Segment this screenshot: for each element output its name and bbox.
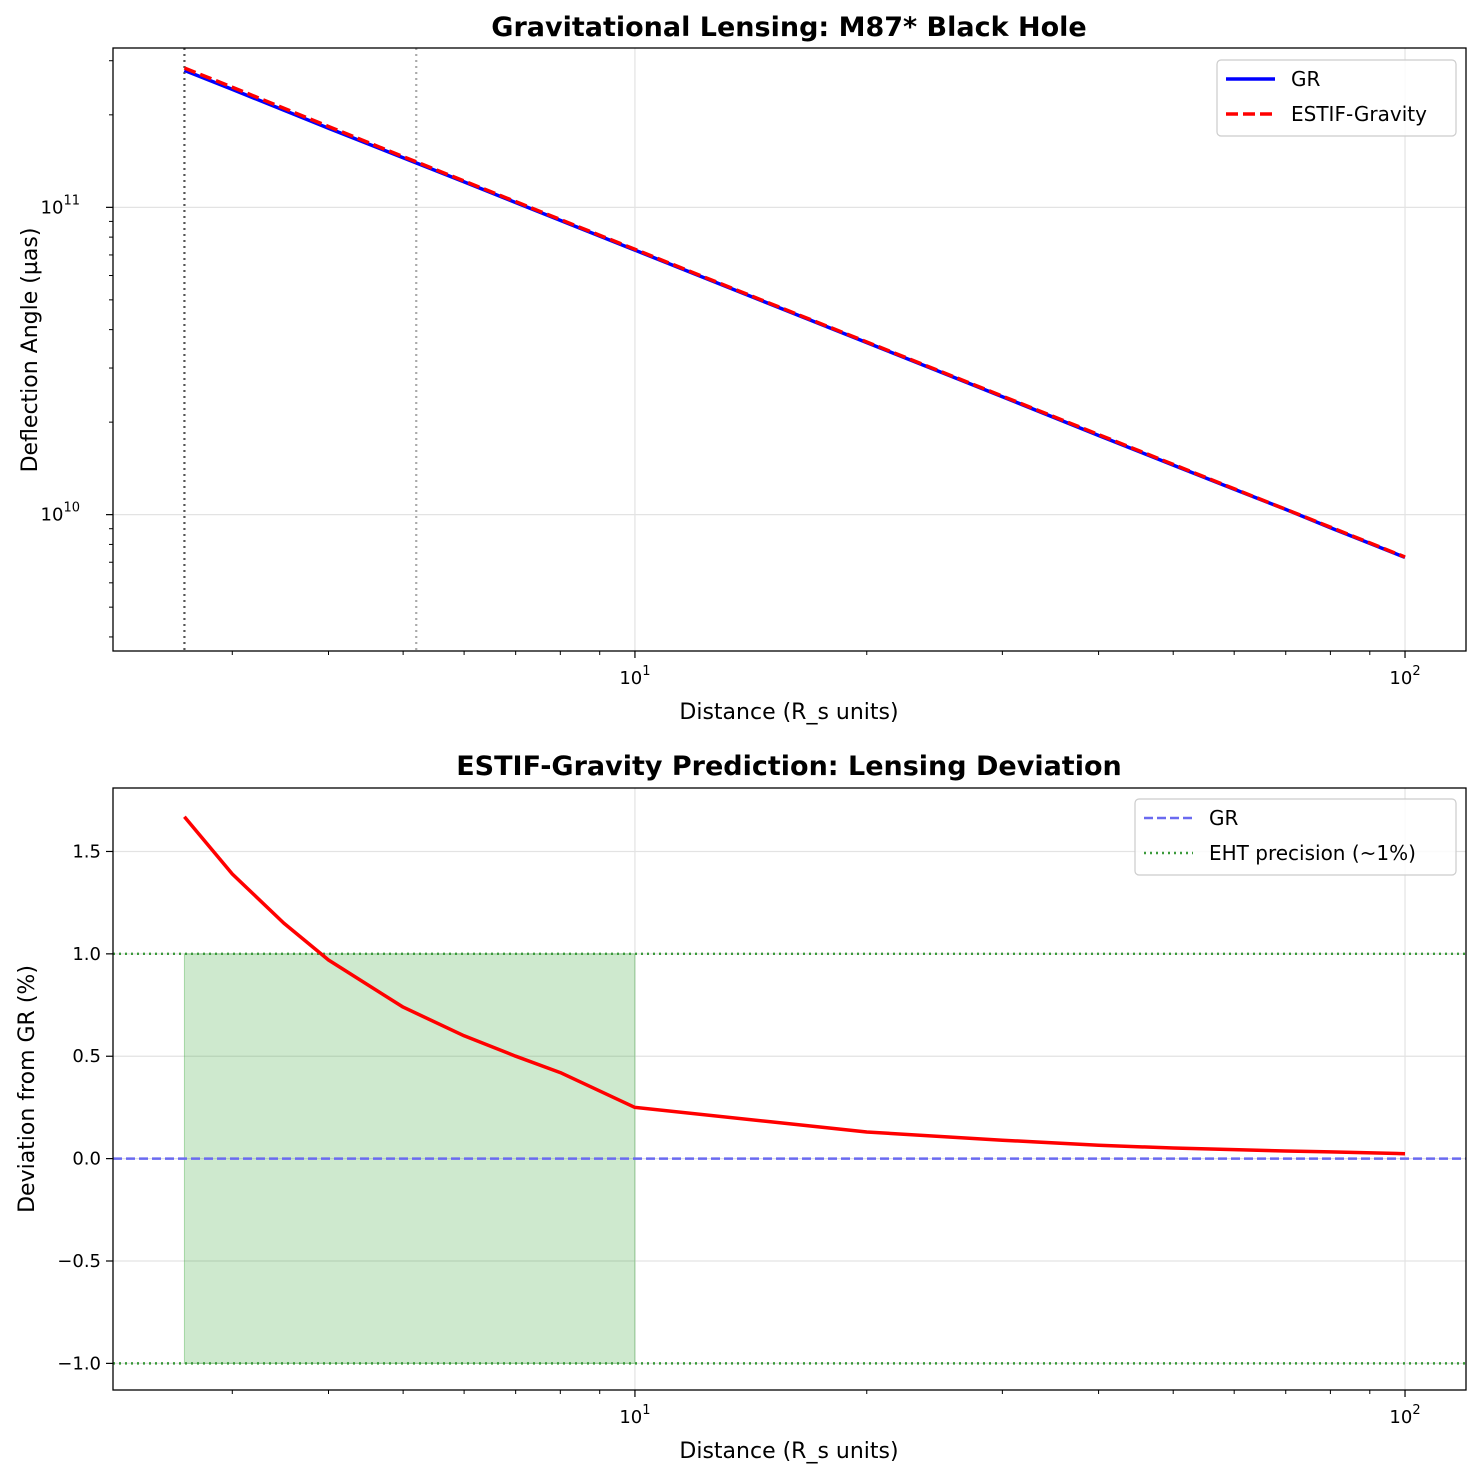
shaded-region [183,953,636,1364]
deviation-panel: ESTIF-Gravity Prediction: Lensing Deviat… [15,751,1467,1464]
legend-label-gr: GR [1291,67,1320,91]
x-axis-label: Distance (R_s units) [679,700,898,725]
x-tick-label: 101 [619,1403,650,1428]
y-axis-ticks: 1.5 1.0 0.5 0.0 −0.5 −1.0 [57,841,113,1374]
y-tick-label: −0.5 [57,1251,101,1272]
y-axis-label: Deflection Angle (µas) [18,228,43,473]
series-line-1 [183,66,1406,559]
chart-title: Gravitational Lensing: M87* Black Hole [491,12,1086,43]
legend-label-eht: EHT precision (~1%) [1209,841,1416,865]
x-axis-label: Distance (R_s units) [679,1439,898,1464]
legend: GR ESTIF-Gravity [1216,59,1457,137]
y-tick-label: 1.0 [72,944,101,965]
reference-lines [113,952,1466,1365]
legend-box [1134,798,1457,876]
shaded-region-rect [183,953,636,1364]
x-tick-label: 102 [1389,664,1420,689]
y-tick-label: 1010 [41,501,80,526]
reference-lines [183,48,418,651]
legend-box [1216,59,1457,137]
y-tick-label: 1.5 [72,841,101,862]
x-axis-ticks: 101 102 [231,1390,1421,1428]
y-tick-label: 0.0 [72,1149,101,1170]
deflection-panel: Gravitational Lensing: M87* Black Hole 1… [18,12,1467,725]
y-tick-label: 1011 [41,193,80,218]
legend-label-gr: GR [1209,806,1238,830]
series-line-0 [183,815,1406,1156]
plot-frame [112,47,1467,652]
x-axis-ticks: 101 102 [231,651,1421,689]
legend: GR EHT precision (~1%) [1134,798,1457,876]
y-tick-label: 0.5 [72,1046,101,1067]
series-lines [183,66,1406,560]
y-axis-label: Deviation from GR (%) [15,965,40,1213]
x-tick-label: 101 [619,664,650,689]
chart-title: ESTIF-Gravity Prediction: Lensing Deviat… [456,751,1122,782]
plot-frame [112,787,1467,1391]
x-tick-label: 102 [1389,1403,1420,1428]
grid [113,48,1466,651]
y-axis-ticks: 1010 1011 [41,60,113,638]
legend-label-estif: ESTIF-Gravity [1291,102,1427,126]
y-tick-label: −1.0 [57,1353,101,1374]
series-lines [183,815,1406,1156]
